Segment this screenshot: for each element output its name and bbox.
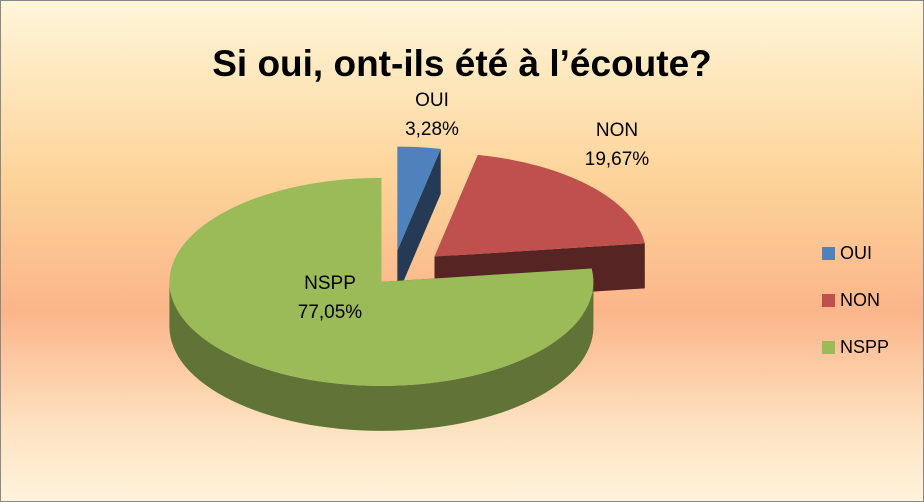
data-label-value: 19,67%	[585, 149, 650, 170]
legend-swatch	[822, 247, 835, 260]
data-label-name: NSPP	[304, 273, 356, 294]
slice-top	[434, 154, 645, 257]
slice-top	[397, 146, 441, 251]
slice-side	[169, 281, 594, 431]
data-label-value: 3,28%	[405, 119, 459, 140]
legend-swatch	[822, 341, 835, 354]
chart-title: Si oui, ont-ils été à l’écoute?	[212, 43, 712, 84]
legend-label: OUI	[840, 243, 872, 263]
pie-slice	[397, 146, 441, 296]
pie-slice	[169, 177, 594, 431]
slice-top	[169, 177, 594, 386]
legend-label: NSPP	[840, 337, 889, 357]
data-label-value: 77,05%	[298, 302, 363, 323]
data-label-name: OUI	[415, 90, 449, 111]
slice-wall	[397, 148, 441, 296]
data-label-name: NON	[596, 120, 638, 141]
legend-label: NON	[840, 290, 880, 310]
legend-swatch	[822, 294, 835, 307]
